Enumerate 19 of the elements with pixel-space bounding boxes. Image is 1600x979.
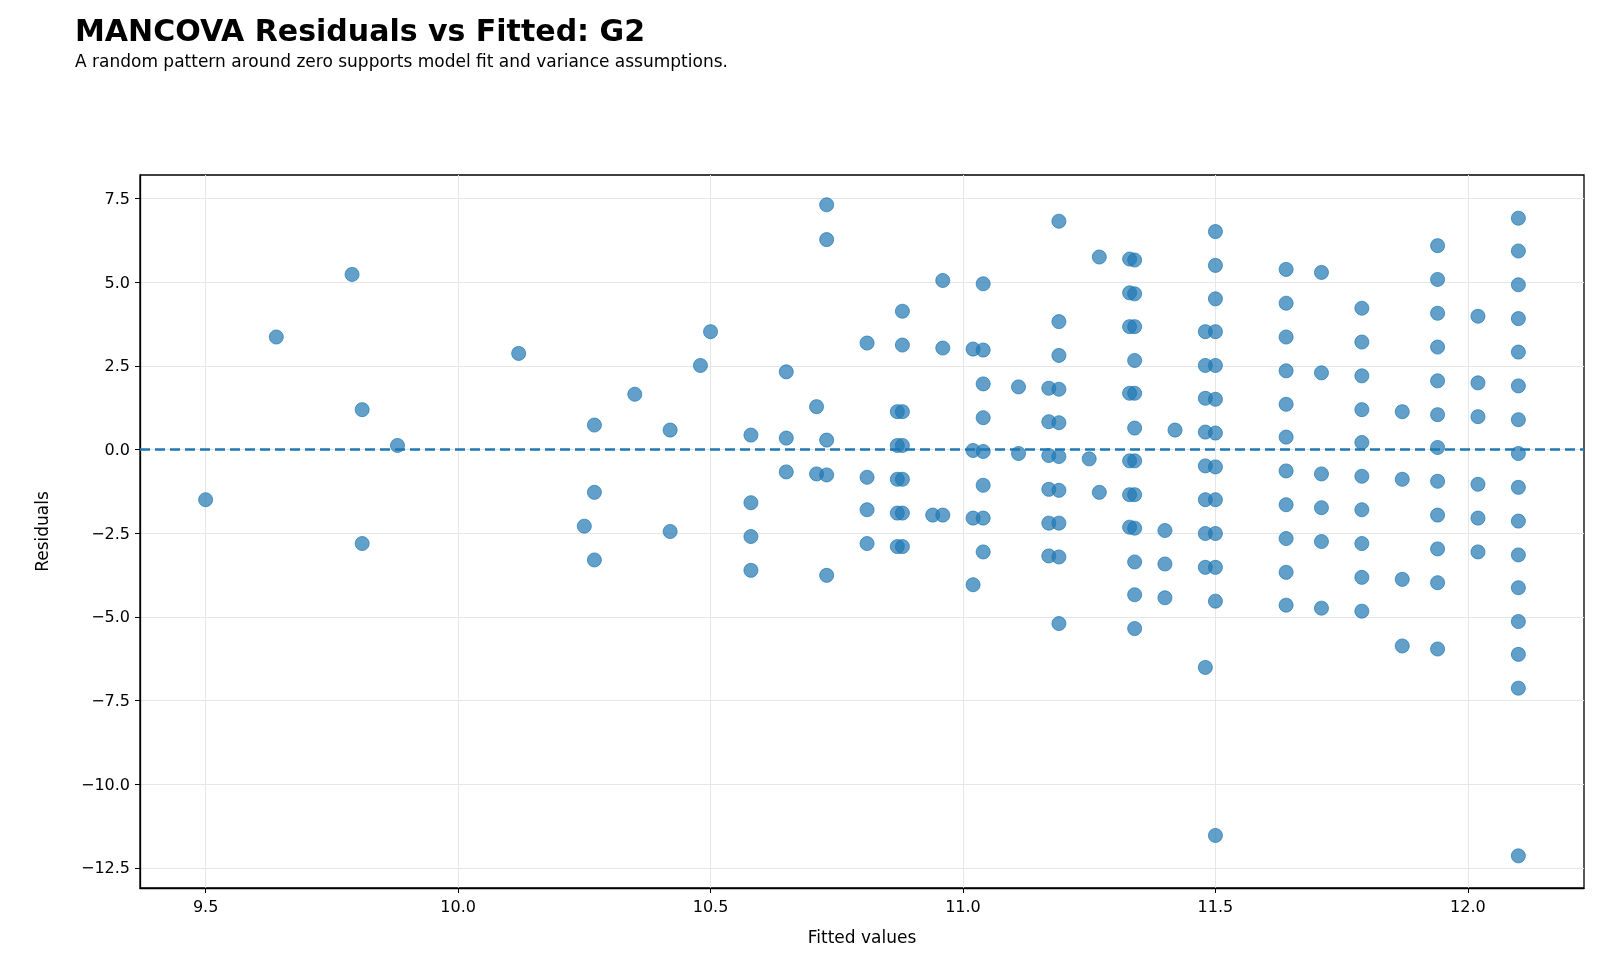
y-tick-label: 5.0: [104, 272, 130, 292]
y-tick-label: 7.5: [104, 188, 130, 208]
x-tick-label: 11.5: [1197, 896, 1234, 916]
y-tick-label: −2.5: [91, 523, 130, 543]
x-tick-label: 12.0: [1450, 896, 1486, 916]
y-tick-label: −5.0: [91, 607, 130, 627]
y-tick-label: −7.5: [91, 691, 130, 711]
y-tick-label: 0.0: [104, 439, 130, 459]
x-axis-title: Fitted values: [807, 926, 917, 947]
chart-title: MANCOVA Residuals vs Fitted: G2: [75, 12, 646, 48]
y-tick-label: −12.5: [80, 858, 130, 878]
x-tick-label: 10.5: [692, 896, 729, 916]
y-tick-label: 2.5: [104, 356, 130, 376]
x-tick-label: 11.0: [945, 896, 981, 916]
x-tick-label: 9.5: [192, 896, 219, 916]
y-axis-title: Residuals: [31, 491, 52, 572]
x-tick-label: 10.0: [440, 896, 476, 916]
y-tick-label: −10.0: [80, 774, 130, 794]
chart-subtitle: A random pattern around zero supports model fit and variance assumptions.: [75, 50, 728, 71]
